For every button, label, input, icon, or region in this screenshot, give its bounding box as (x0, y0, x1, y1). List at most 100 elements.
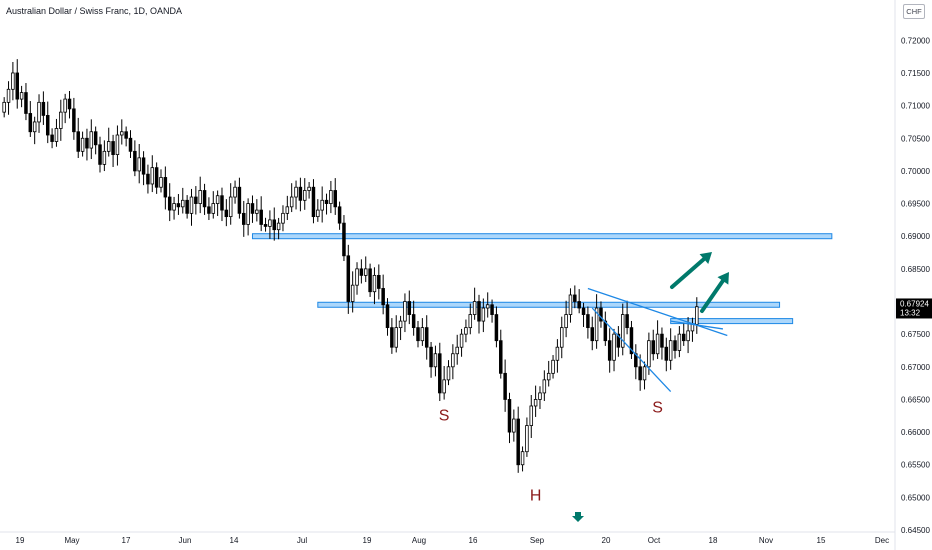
candle-body (385, 304, 390, 329)
candle-body (316, 209, 320, 218)
candle-body (72, 108, 76, 133)
candle-body (616, 333, 621, 348)
candle-body (246, 203, 250, 225)
candle-body (215, 195, 220, 204)
candle-body (568, 294, 573, 315)
candle-body (586, 314, 590, 329)
candle-body (272, 219, 277, 231)
candle-body (651, 340, 655, 355)
candle-body (237, 186, 242, 214)
candle-body (468, 314, 473, 329)
trendline-triangle-upper (670, 320, 724, 330)
y-tick-label: 0.72000 (901, 36, 930, 45)
candle-body (512, 418, 516, 433)
candle-body (333, 190, 337, 208)
y-tick-label: 0.70000 (901, 167, 930, 176)
candle-body (403, 301, 407, 322)
candle-body (342, 222, 346, 257)
candle-body (424, 327, 429, 348)
candle-body (2, 101, 6, 113)
candle-body (647, 340, 651, 368)
candle-body (167, 196, 172, 211)
zone-resistance-0.6900 (251, 233, 833, 240)
x-tick-label: Jul (297, 536, 307, 545)
x-tick-label: Aug (412, 536, 426, 545)
candle-body (281, 212, 285, 224)
pattern-label: S (439, 407, 450, 424)
candle-body (660, 333, 664, 348)
event-marker-icon (572, 512, 584, 522)
candle-body (407, 301, 412, 315)
trendline-upper-channel (587, 287, 728, 337)
candle-body (455, 346, 459, 355)
candle-body (106, 141, 111, 152)
candle-body (289, 196, 294, 208)
candle-body (472, 301, 477, 315)
candle-body (594, 307, 599, 342)
candle-body (311, 186, 316, 218)
candle-body (503, 372, 507, 400)
x-tick-label: Dec (875, 536, 889, 545)
candle-body (477, 301, 481, 322)
candle-body (564, 314, 568, 329)
bullish-arrow-icon (700, 275, 727, 313)
candle-body (172, 203, 176, 211)
candle-body (102, 150, 107, 165)
candle-body (11, 72, 15, 90)
candle-body (416, 327, 420, 342)
candle-body (690, 323, 695, 332)
zone-neckline-0.6795 (317, 301, 781, 308)
candle-body (307, 186, 311, 191)
bullish-arrow-icon-head (699, 252, 712, 265)
candle-body (124, 131, 128, 139)
y-tick-label: 0.64500 (901, 526, 930, 535)
candle-body (28, 113, 33, 133)
candle-body (198, 190, 202, 204)
candle-body (555, 346, 560, 361)
candle-body (686, 330, 690, 342)
candle-body (438, 353, 442, 394)
candle-body (494, 314, 499, 342)
candle-body (67, 98, 72, 110)
candle-body (673, 340, 677, 351)
candle-body (525, 425, 529, 453)
candle-body (625, 314, 629, 329)
candle-body (398, 320, 403, 329)
candle-body (76, 131, 80, 152)
candle-body (538, 392, 542, 400)
candle-body (220, 195, 224, 211)
x-tick-label: 18 (709, 536, 718, 545)
candle-body (263, 224, 268, 227)
candle-body (211, 203, 216, 214)
candle-body (551, 359, 555, 374)
candle-body (520, 451, 525, 466)
candle-body (285, 206, 290, 214)
candle-body (350, 284, 355, 302)
candle-body (233, 186, 237, 198)
candle-body (50, 134, 54, 142)
candle-body (224, 209, 229, 218)
candle-body (668, 340, 673, 361)
candle-body (63, 98, 67, 113)
candle-body (32, 121, 37, 133)
candle-body (433, 353, 438, 368)
candle-body (372, 274, 377, 293)
candle-body (250, 203, 255, 214)
candle-body (146, 173, 150, 185)
currency-button[interactable]: CHF (903, 4, 925, 19)
candle-body (485, 304, 490, 309)
y-tick-label: 0.70500 (901, 134, 930, 143)
candle-body (446, 366, 451, 381)
candle-body (429, 346, 433, 368)
candle-body (642, 366, 647, 381)
candle-body (381, 288, 385, 306)
candle-body (85, 137, 89, 149)
candle-body (411, 314, 416, 329)
x-tick-label: 14 (230, 536, 239, 545)
y-tick-label: 0.65500 (901, 461, 930, 470)
candle-body (320, 199, 324, 211)
pattern-label: H (530, 488, 542, 505)
candle-body (420, 327, 425, 342)
